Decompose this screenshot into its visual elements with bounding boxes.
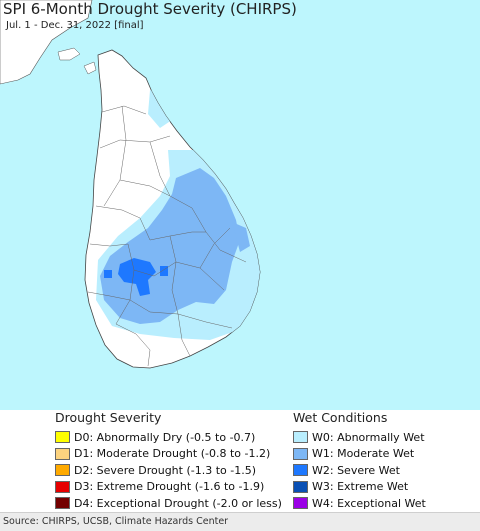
legend-wet-heading: Wet Conditions xyxy=(293,410,388,425)
legend-drought-heading: Drought Severity xyxy=(55,410,162,425)
legend-label-d4: D4: Exceptional Drought (-2.0 or less) xyxy=(74,496,282,510)
legend-item-d2: D2: Severe Drought (-1.3 to -1.5) xyxy=(55,462,282,479)
island-shoal xyxy=(83,61,97,75)
legend-swatch-d4 xyxy=(55,497,70,510)
map-svg xyxy=(0,0,261,369)
island-shoal xyxy=(57,47,81,61)
legend-label-d3: D3: Extreme Drought (-1.6 to -1.9) xyxy=(74,480,265,494)
legend-label-w4: W4: Exceptional Wet xyxy=(312,496,426,510)
legend-label-w1: W1: Moderate Wet xyxy=(312,447,415,461)
legend-item-d4: D4: Exceptional Drought (-2.0 or less) xyxy=(55,495,282,512)
legend-drought: Drought Severity D0: Abnormally Dry (-0.… xyxy=(55,410,282,512)
legend-item-w4: W4: Exceptional Wet xyxy=(293,495,426,512)
india-land xyxy=(0,0,93,85)
source-text: Source: CHIRPS, UCSB, Climate Hazards Ce… xyxy=(3,516,229,527)
legend-label-w3: W3: Extreme Wet xyxy=(312,480,409,494)
legend-swatch-d1 xyxy=(55,447,70,460)
legend-item-d1: D1: Moderate Drought (-0.8 to -1.2) xyxy=(55,446,282,463)
legend-label-d1: D1: Moderate Drought (-0.8 to -1.2) xyxy=(74,447,271,461)
legend-item-w0: W0: Abnormally Wet xyxy=(293,429,426,446)
legend-item-d0: D0: Abnormally Dry (-0.5 to -0.7) xyxy=(55,429,282,446)
legend-wet: Wet Conditions W0: Abnormally Wet W1: Mo… xyxy=(293,410,426,512)
legend-item-w1: W1: Moderate Wet xyxy=(293,446,426,463)
footer: Source: CHIRPS, UCSB, Climate Hazards Ce… xyxy=(0,512,480,531)
legend-swatch-w4 xyxy=(293,497,308,510)
map-subtitle: Jul. 1 - Dec. 31, 2022 [final] xyxy=(6,20,144,31)
map-area: SPI 6-Month Drought Severity (CHIRPS) Ju… xyxy=(0,0,480,410)
district-boundaries xyxy=(87,105,247,367)
map-title: SPI 6-Month Drought Severity (CHIRPS) xyxy=(3,0,297,18)
legend-swatch-w1 xyxy=(293,447,308,460)
legend-swatch-w3 xyxy=(293,480,308,493)
legend-label-w0: W0: Abnormally Wet xyxy=(312,430,425,444)
legend-swatch-w2 xyxy=(293,464,308,477)
legend-label-w2: W2: Severe Wet xyxy=(312,463,400,477)
legend-swatch-d3 xyxy=(55,480,70,493)
legend-swatch-w0 xyxy=(293,431,308,444)
legend-swatch-d2 xyxy=(55,464,70,477)
legend-label-d2: D2: Severe Drought (-1.3 to -1.5) xyxy=(74,463,257,477)
legend-item-d3: D3: Extreme Drought (-1.6 to -1.9) xyxy=(55,479,282,496)
legend-label-d0: D0: Abnormally Dry (-0.5 to -0.7) xyxy=(74,430,256,444)
legend-item-w3: W3: Extreme Wet xyxy=(293,479,426,496)
legend: Drought Severity D0: Abnormally Dry (-0.… xyxy=(0,410,480,512)
legend-item-w2: W2: Severe Wet xyxy=(293,462,426,479)
legend-swatch-d0 xyxy=(55,431,70,444)
